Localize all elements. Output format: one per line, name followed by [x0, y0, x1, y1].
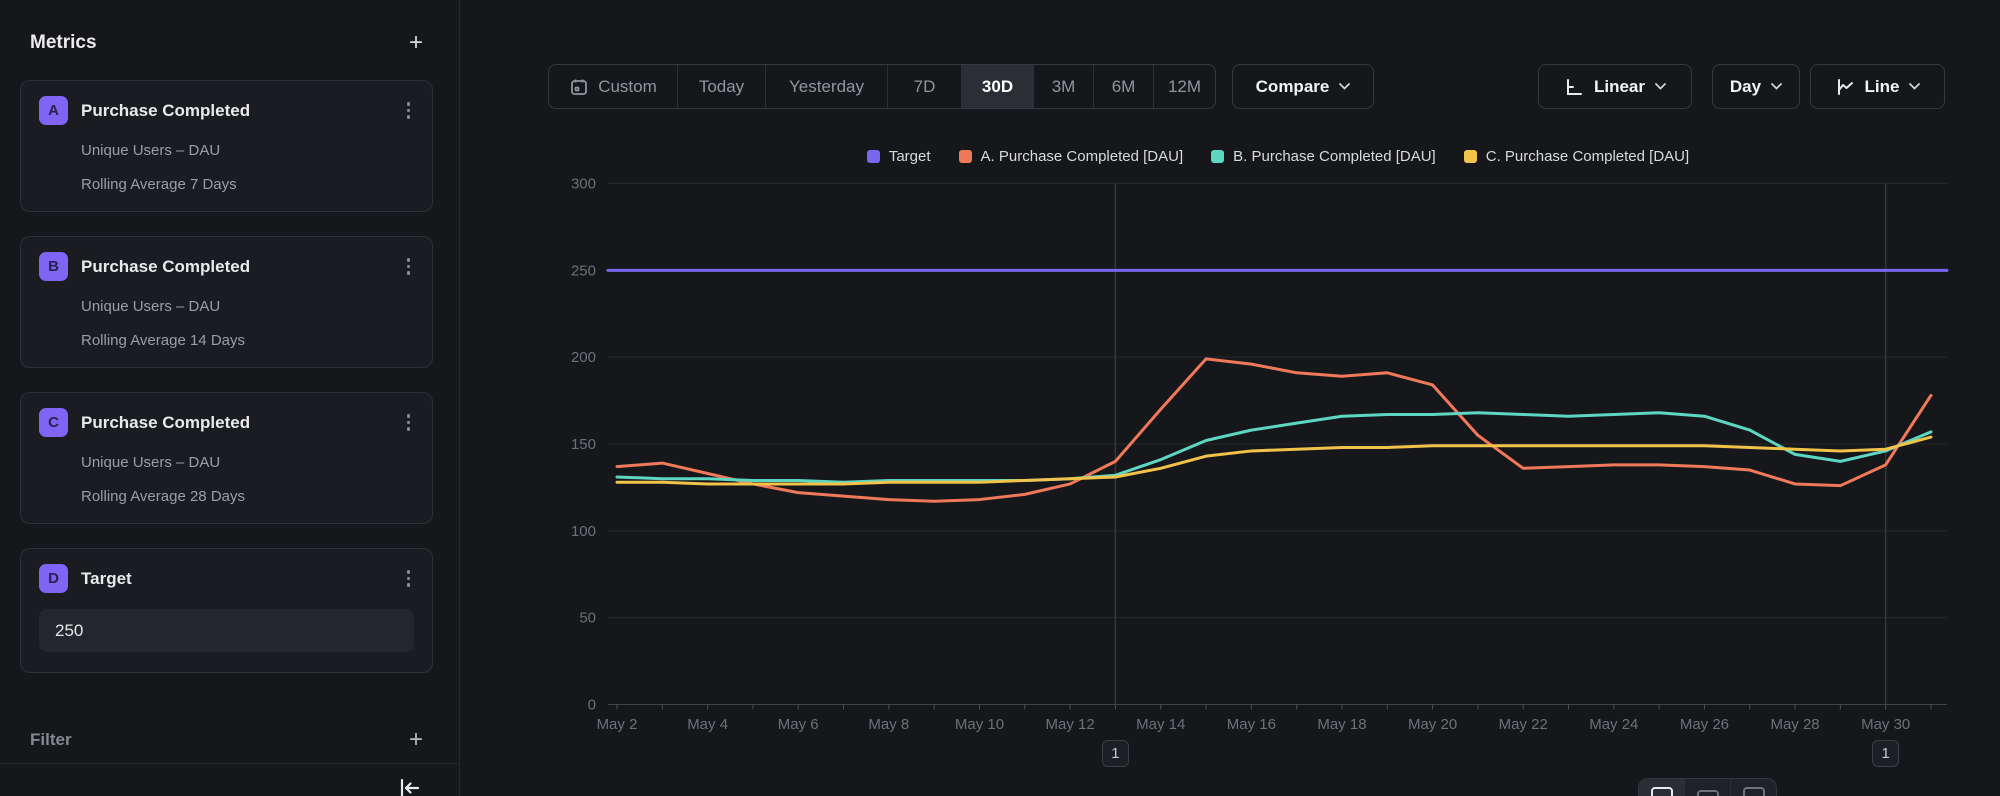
x-axis-label: May 20	[1408, 716, 1457, 733]
y-axis-label: 250	[571, 262, 596, 279]
x-axis-label: May 12	[1045, 716, 1094, 733]
annotation-count-badge[interactable]: 1	[1102, 740, 1129, 767]
annotation-count-badge[interactable]: 1	[1872, 740, 1899, 767]
y-axis-label: 300	[571, 175, 596, 192]
y-axis-label: 200	[571, 349, 596, 366]
y-axis-label: 0	[588, 697, 596, 714]
y-axis-label: 100	[571, 523, 596, 540]
x-axis-label: May 24	[1589, 716, 1638, 733]
x-axis-label: May 26	[1680, 716, 1729, 733]
x-axis-label: May 14	[1136, 716, 1185, 733]
x-axis-label: May 2	[597, 716, 638, 733]
x-axis-label: May 8	[868, 716, 909, 733]
x-axis-label: May 4	[687, 716, 728, 733]
y-axis-label: 50	[579, 610, 596, 627]
x-axis-label: May 28	[1770, 716, 1819, 733]
x-axis-label: May 30	[1861, 716, 1910, 733]
x-axis-label: May 16	[1227, 716, 1276, 733]
x-axis-label: May 22	[1499, 716, 1548, 733]
x-axis-label: May 10	[955, 716, 1004, 733]
x-axis-label: May 6	[778, 716, 819, 733]
x-axis-label: May 18	[1317, 716, 1366, 733]
y-axis-label: 150	[571, 436, 596, 453]
chart-canvas: 0 50 100 150 200 250 300 May 2 May 4 May 6 May 8 Ma…	[0, 0, 2000, 796]
